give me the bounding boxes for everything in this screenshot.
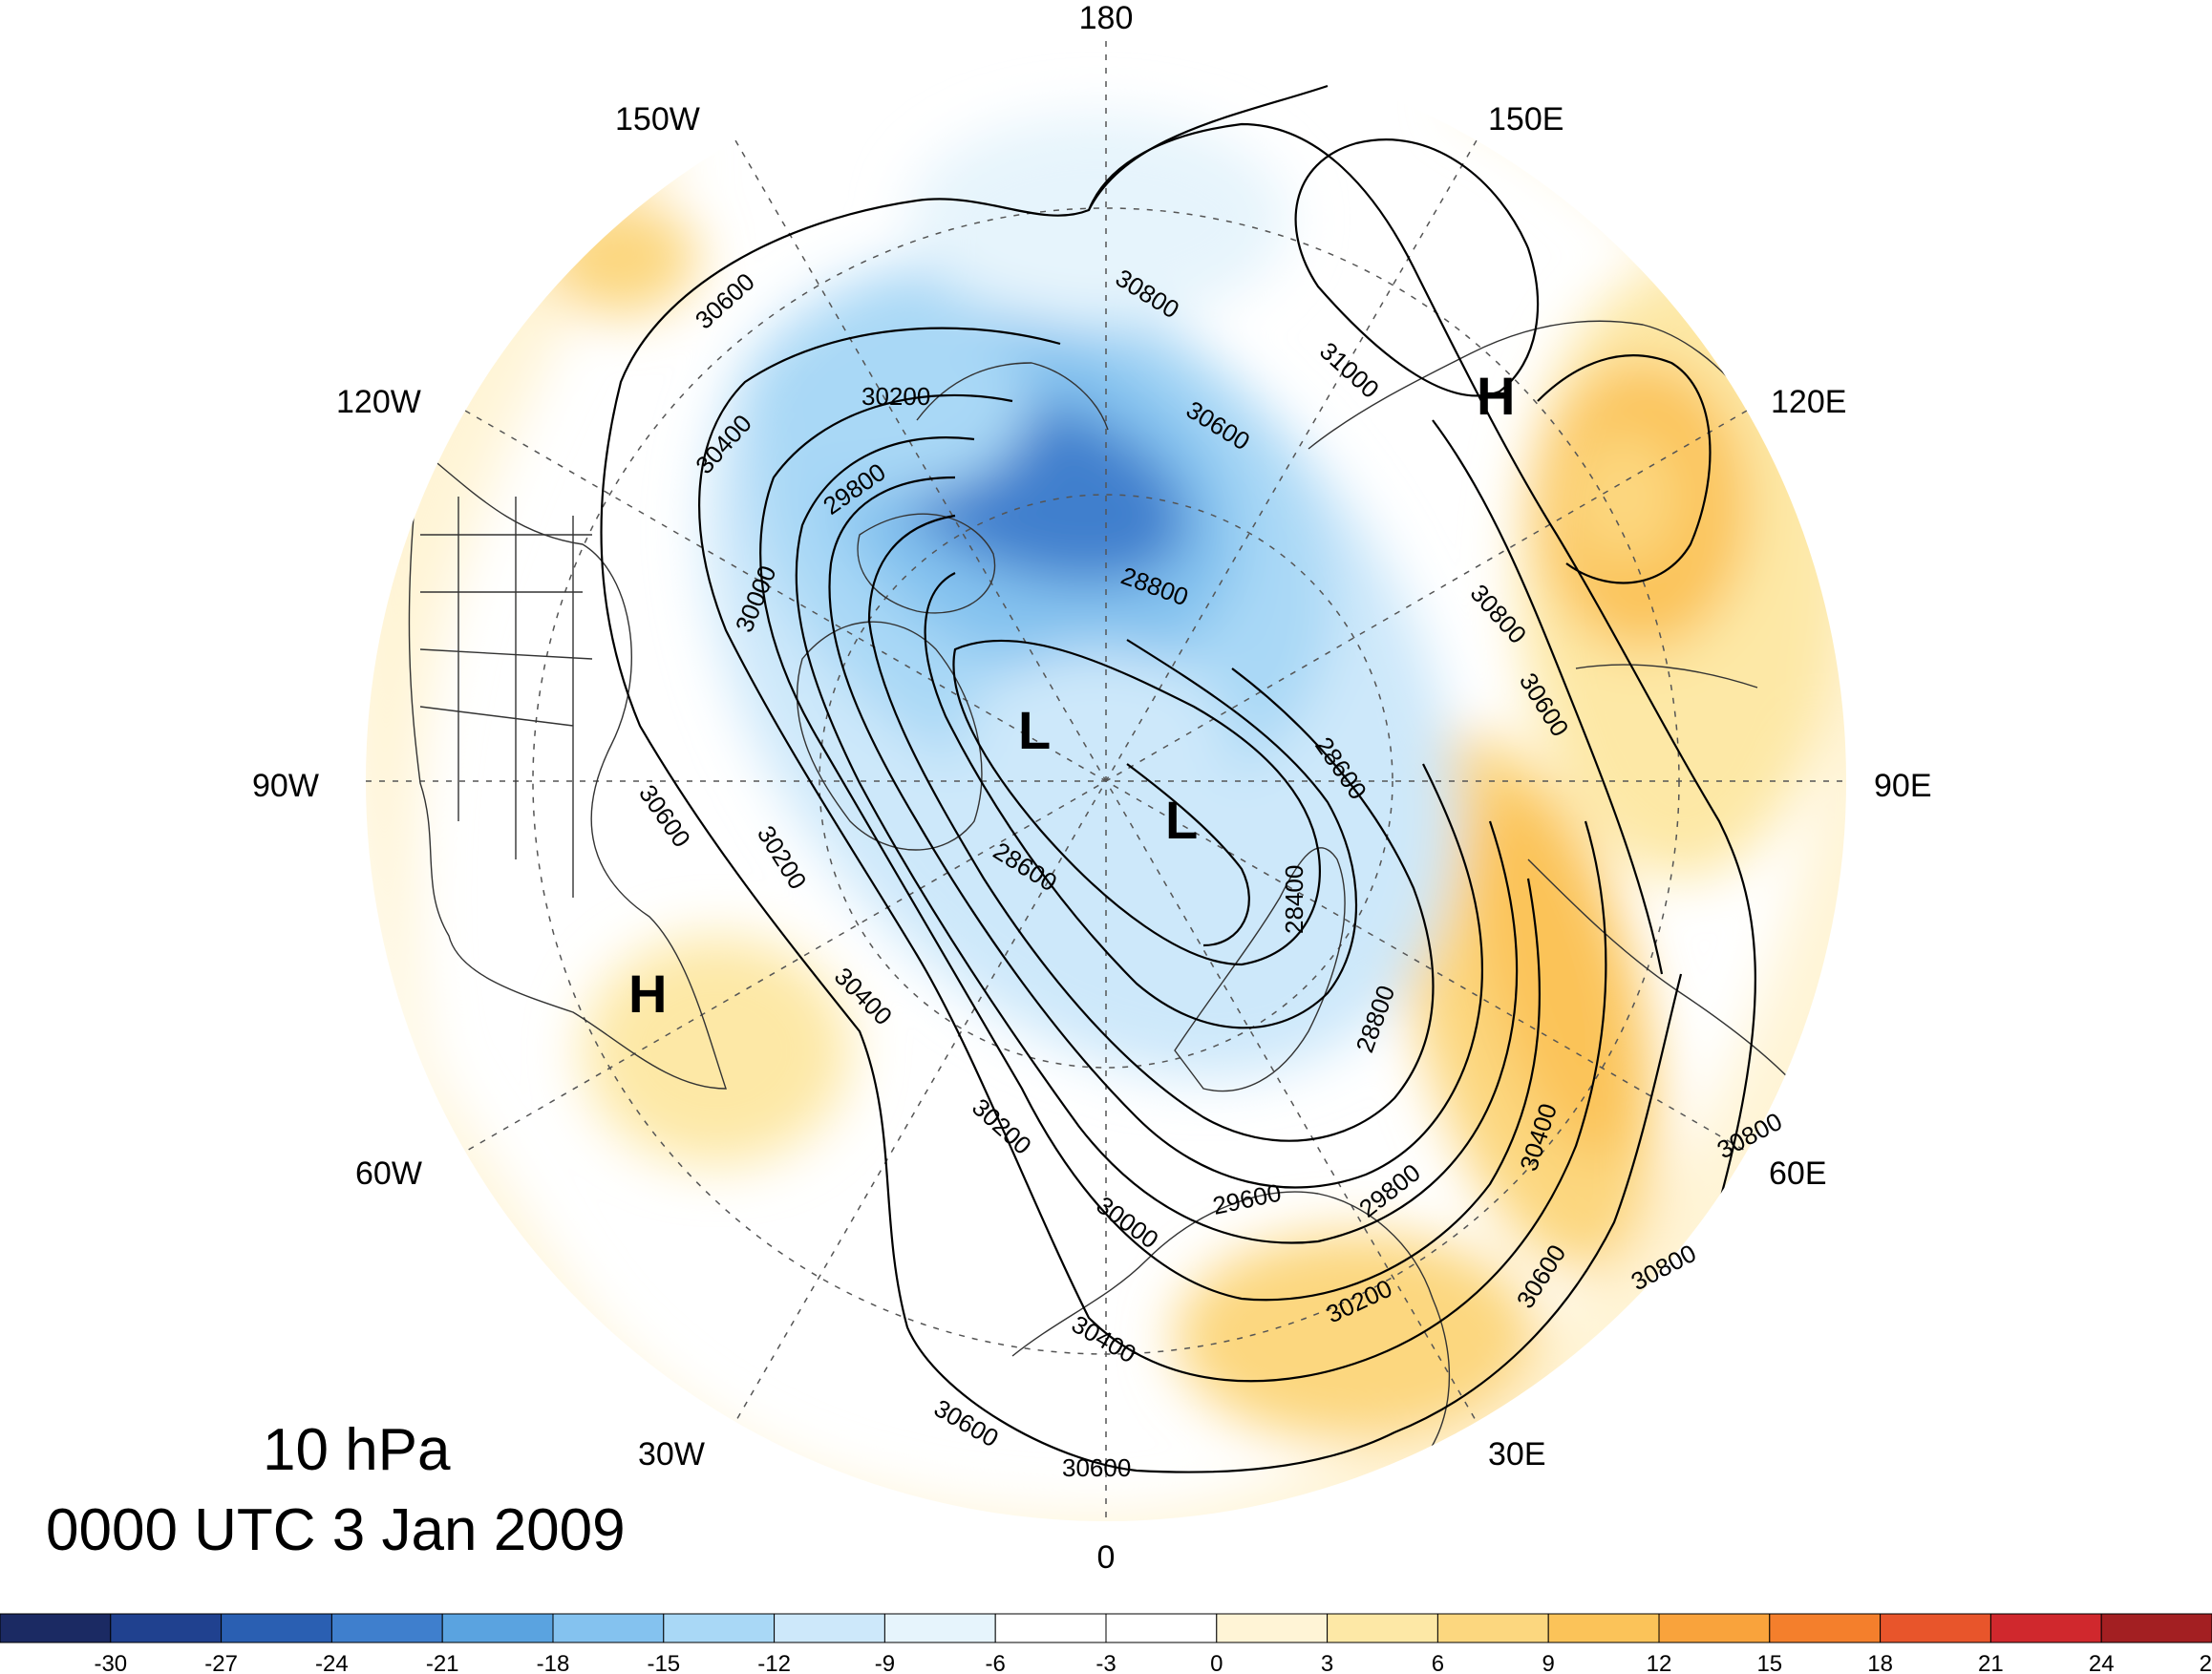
colorbar-box xyxy=(441,1613,554,1643)
colorbar-tick-label: 21 xyxy=(1978,1651,2004,1674)
colorbar-box xyxy=(110,1613,223,1643)
colorbar-box xyxy=(1989,1613,2102,1643)
longitude-label: 150W xyxy=(615,101,700,138)
colorbar-box xyxy=(221,1613,332,1643)
colorbar-box xyxy=(883,1613,996,1643)
contour-30800-east xyxy=(1087,122,1756,1204)
colorbar-tick-label: 18 xyxy=(1867,1651,1893,1674)
longitude-label: 90W xyxy=(252,768,319,804)
longitude-label: 150E xyxy=(1488,101,1563,138)
contour-30800-asia-loop xyxy=(1537,354,1712,584)
colorbar-box xyxy=(1436,1613,1549,1643)
geopotential-contours xyxy=(600,84,1756,1473)
graticule xyxy=(366,41,1846,1521)
title-level: 10 hPa xyxy=(263,1417,451,1483)
contour-label: 28400 xyxy=(1280,865,1308,934)
high-pressure-marker: H xyxy=(1477,366,1515,426)
longitude-label: 90E xyxy=(1874,768,1932,804)
warm-anomaly-pacific xyxy=(544,201,697,315)
colorbar-tick-label: 0 xyxy=(1210,1651,1223,1674)
colorbar-box xyxy=(1105,1613,1218,1643)
longitude-label: 120E xyxy=(1771,384,1846,420)
contour-label: 30200 xyxy=(861,382,930,411)
europe-coast xyxy=(1011,1191,1451,1472)
colorbar-box xyxy=(774,1613,885,1643)
north-america-coast xyxy=(408,447,727,1090)
low-pressure-marker: L xyxy=(1165,790,1198,850)
low-pressure-marker: L xyxy=(1018,700,1051,760)
warm-anomaly-asia-inner xyxy=(1566,430,1681,563)
colorbar-tick-label: -24 xyxy=(315,1651,349,1674)
colorbar-tick-label: -30 xyxy=(94,1651,127,1674)
us-states-grid xyxy=(419,497,593,898)
alaska-coast xyxy=(916,362,1109,431)
colorbar-tick-label: -15 xyxy=(647,1651,680,1674)
colorbar-tick-label: -12 xyxy=(757,1651,791,1674)
longitude-label: 30W xyxy=(638,1436,705,1473)
longitude-label: 60W xyxy=(355,1155,422,1192)
colorbar-tick-label: 12 xyxy=(1647,1651,1672,1674)
longitude-label: 120W xyxy=(336,384,421,420)
longitude-label: 0 xyxy=(1097,1539,1116,1576)
asia-border-1 xyxy=(1527,858,1816,1109)
asia-border-2 xyxy=(1575,664,1758,689)
contour-30000 xyxy=(795,436,1519,1244)
siberia-coast xyxy=(1308,320,1749,450)
colorbar-tick-label: 6 xyxy=(1432,1651,1444,1674)
contour-31000 xyxy=(1294,138,1540,397)
colorbar-tick-label: -18 xyxy=(537,1651,570,1674)
colorbar-box xyxy=(552,1613,665,1643)
colorbar-tick-label: -21 xyxy=(426,1651,459,1674)
colorbar-tick-label: 15 xyxy=(1756,1651,1782,1674)
colorbar-tick-label: -27 xyxy=(204,1651,238,1674)
colorbar-tick-label: 3 xyxy=(1321,1651,1333,1674)
colorbar-tick-label: 9 xyxy=(1542,1651,1555,1674)
colorbar-box xyxy=(994,1613,1107,1643)
colorbar-box xyxy=(1769,1613,1882,1643)
coastlines xyxy=(408,320,1816,1472)
colorbar-box xyxy=(663,1613,776,1643)
pressure-centers: L L H H xyxy=(628,366,1515,1024)
colorbar-box xyxy=(1216,1613,1329,1643)
contour-28400 xyxy=(1126,763,1250,947)
cold-anomaly-canada xyxy=(745,306,1032,497)
greenland-coast xyxy=(797,621,983,851)
colorbar-box xyxy=(2100,1613,2212,1643)
colorbar-box xyxy=(1547,1613,1660,1643)
high-pressure-marker: H xyxy=(628,964,667,1024)
longitude-label: 180 xyxy=(1079,0,1134,36)
contour-30600-west xyxy=(600,84,1683,1473)
contour-29600 xyxy=(867,514,1435,1142)
contour-30600-east xyxy=(1432,419,1664,975)
contour-29800 xyxy=(828,476,1484,1189)
colorbar-box xyxy=(1327,1613,1438,1643)
colorbar-tick-label: 27 xyxy=(2200,1651,2212,1674)
warm-anomaly-atlantic xyxy=(583,936,850,1165)
longitude-labels: 180 150E 120E 90E 60E 30E 0 30W 60W 90W … xyxy=(252,0,1932,1576)
colorbar-box xyxy=(330,1613,443,1643)
colorbar-tick-label: -6 xyxy=(986,1651,1006,1674)
contour-28800 xyxy=(924,572,1357,1029)
longitude-label: 30E xyxy=(1488,1436,1546,1473)
colorbar-box xyxy=(1880,1613,1991,1643)
colorbar-tick-label: -9 xyxy=(875,1651,895,1674)
colorbar: -30 -27 -24 -21 -18 -15 -12 -9 -6 -3 0 3 6 9 12 15 18 21 2… xyxy=(0,1613,2212,1674)
contour-30400-west xyxy=(698,327,1607,1383)
contour-30200 xyxy=(759,393,1542,1302)
colorbar-tick-label: -3 xyxy=(1095,1651,1116,1674)
scandinavia-coast xyxy=(1174,847,1346,1092)
longitude-label: 60E xyxy=(1769,1155,1827,1192)
colorbar-tick-label: 24 xyxy=(2089,1651,2115,1674)
cold-anomaly-pacific xyxy=(907,115,1289,325)
colorbar-box xyxy=(1658,1613,1771,1643)
contour-28600 xyxy=(952,639,1321,966)
warm-anomaly-europe xyxy=(1175,1232,1538,1442)
colorbar-box xyxy=(0,1613,112,1643)
title-datetime: 0000 UTC 3 Jan 2009 xyxy=(46,1497,626,1563)
contour-label: 30600 xyxy=(1062,1453,1131,1482)
